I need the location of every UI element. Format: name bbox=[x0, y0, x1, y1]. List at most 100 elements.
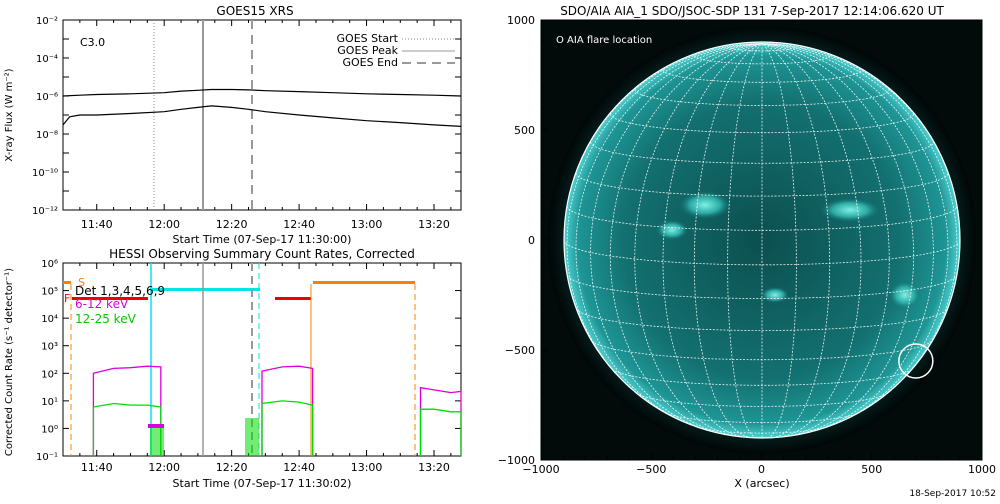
hessi-block-1 bbox=[148, 424, 164, 428]
goes-legend: GOES Start GOES Peak GOES End bbox=[337, 32, 455, 69]
goes-annotation: C3.0 bbox=[80, 36, 105, 49]
hessi-flag-f: F bbox=[64, 292, 70, 305]
aia-grid-longitude-line bbox=[761, 43, 934, 434]
aia-x-tick-label: 500 bbox=[861, 463, 882, 476]
aia-y-tick-label: 0 bbox=[528, 234, 535, 247]
aia-grid-longitude-line bbox=[761, 43, 960, 241]
goes-title: GOES15 XRS bbox=[216, 4, 293, 18]
hessi-flag-s: S bbox=[78, 276, 85, 289]
hessi-block-3 bbox=[245, 418, 259, 456]
hessi-series-2-segment-2 bbox=[261, 400, 314, 456]
hessi-series-2-segment-1 bbox=[92, 402, 162, 456]
aia-y-tick-label: 1000 bbox=[507, 14, 535, 27]
aia-y-tick-label: −500 bbox=[505, 344, 535, 357]
hessi-series-1-segment-3 bbox=[419, 386, 462, 456]
hessi-y-tick-label: 10⁶ bbox=[41, 259, 58, 270]
hessi-legend-low: 6-12 keV bbox=[75, 297, 129, 311]
goes-legend-peak: GOES Peak bbox=[337, 44, 398, 57]
goes-x-tick-label: 13:20 bbox=[418, 218, 450, 231]
hessi-title: HESSI Observing Summary Count Rates, Cor… bbox=[109, 247, 415, 261]
hessi-y-tick-label: 10² bbox=[41, 369, 58, 380]
goes-panel: GOES15 XRS 10⁻¹² 10⁻¹⁰ 10⁻⁸ 10⁻⁶ 10⁻⁴ 10⁻² 11… bbox=[4, 4, 462, 246]
aia-limb bbox=[563, 41, 961, 439]
hessi-panel: HESSI Observing Summary Count Rates, Cor… bbox=[4, 247, 462, 490]
goes-x-tick-label: 12:00 bbox=[148, 218, 180, 231]
aia-heliographic-grid bbox=[564, 43, 960, 438]
aia-panel: SDO/AIA AIA_1 SDO/JSOC-SDP 131 7-Sep-201… bbox=[498, 4, 996, 490]
goes-x-tick-label: 12:40 bbox=[283, 218, 315, 231]
hessi-y-tick-label: 10⁴ bbox=[41, 314, 58, 325]
aia-grid-longitude-line bbox=[761, 43, 797, 438]
aia-grid-longitude-line bbox=[634, 43, 763, 437]
goes-series-group bbox=[62, 88, 462, 127]
aia-grid-longitude-line bbox=[761, 43, 890, 437]
aia-active-regions bbox=[656, 191, 921, 309]
goes-y-tick-label: 10⁻¹⁰ bbox=[32, 168, 58, 179]
hessi-x-tick-label: 12:00 bbox=[148, 461, 180, 474]
aia-grid-longitude-line bbox=[575, 43, 763, 427]
aia-x-tick-label: 1000 bbox=[968, 463, 996, 476]
hessi-series-2-segment-3 bbox=[419, 408, 462, 456]
aia-grid-latitude-line bbox=[575, 308, 949, 331]
aia-active-region-2 bbox=[656, 220, 688, 240]
goes-legend-end: GOES End bbox=[342, 56, 398, 69]
aia-grid-latitude-line bbox=[566, 275, 958, 300]
aia-grid-latitude-line bbox=[634, 89, 890, 106]
goes-x-tick-label: 13:00 bbox=[351, 218, 383, 231]
aia-xlabel: X (arcsec) bbox=[734, 477, 789, 490]
hessi-y-tick-label: 10⁰ bbox=[41, 424, 58, 435]
goes-series-line-1 bbox=[62, 88, 462, 97]
aia-y-tick-label: 500 bbox=[514, 124, 535, 137]
goes-x-axis: 11:40 12:00 12:20 12:40 13:00 13:20 bbox=[62, 20, 452, 231]
hessi-x-tick-label: 13:20 bbox=[418, 461, 450, 474]
aia-active-region-5 bbox=[761, 287, 789, 303]
hessi-y-tick-label: 10⁵ bbox=[41, 287, 58, 298]
footer-timestamp: 18-Sep-2017 10:52 bbox=[909, 489, 996, 499]
hessi-block-2 bbox=[150, 428, 164, 456]
aia-y-tick-label: −1000 bbox=[498, 454, 535, 467]
aia-x-axis: −1000 −500 0 500 1000 bbox=[522, 453, 996, 476]
hessi-night-bar bbox=[152, 288, 260, 291]
goes-y-tick-label: 10⁻⁸ bbox=[36, 130, 58, 141]
aia-grid-longitude-line bbox=[761, 43, 862, 438]
aia-grid-longitude-line bbox=[662, 43, 763, 438]
goes-ylabel: X-ray Flux (W m⁻²) bbox=[4, 68, 15, 161]
aia-y-axis: −1000 −500 0 500 1000 bbox=[498, 14, 548, 467]
aia-x-tick-label: −500 bbox=[636, 463, 666, 476]
goes-y-tick-label: 10⁻⁴ bbox=[36, 54, 58, 65]
hessi-series-1-segment-2 bbox=[261, 365, 314, 456]
hessi-y-axis: 10⁻¹ 10⁰ 10¹ 10² 10³ 10⁴ 10⁵ 10⁶ bbox=[36, 259, 461, 463]
hessi-series-1-segment-1 bbox=[92, 365, 162, 456]
hessi-y-tick-label: 10¹ bbox=[41, 397, 58, 408]
hessi-y-tick-label: 10³ bbox=[41, 342, 58, 353]
aia-grid-longitude-line bbox=[761, 43, 831, 438]
aia-active-region-4 bbox=[889, 281, 921, 309]
aia-legend: O AIA flare location bbox=[556, 35, 652, 46]
hessi-xlabel: Start Time (07-Sep-17 11:30:02) bbox=[173, 477, 352, 490]
goes-y-tick-label: 10⁻² bbox=[36, 16, 58, 27]
goes-legend-start: GOES Start bbox=[337, 32, 399, 45]
hessi-x-axis: 11:40 12:00 12:20 12:40 13:00 13:20 bbox=[62, 263, 452, 474]
goes-plot-frame bbox=[62, 19, 462, 211]
goes-series-line-2 bbox=[62, 105, 462, 127]
hessi-flare-bar-1 bbox=[72, 297, 148, 300]
hessi-saa-bar-1 bbox=[63, 281, 71, 284]
hessi-series-group bbox=[92, 365, 462, 456]
aia-x-tick-label: 0 bbox=[758, 463, 765, 476]
goes-x-tick-label: 11:40 bbox=[81, 218, 113, 231]
aia-title: SDO/AIA AIA_1 SDO/JSOC-SDP 131 7-Sep-201… bbox=[560, 4, 944, 18]
hessi-x-tick-label: 12:20 bbox=[216, 461, 248, 474]
goes-x-tick-label: 12:20 bbox=[216, 218, 248, 231]
aia-grid-longitude-line bbox=[590, 43, 763, 434]
aia-grid-longitude-line bbox=[727, 43, 763, 438]
aia-active-region-1 bbox=[679, 191, 731, 219]
aia-flare-location-circle bbox=[898, 343, 934, 379]
hessi-x-tick-label: 12:40 bbox=[283, 461, 315, 474]
hessi-saa-bar-2 bbox=[313, 281, 415, 284]
goes-y-tick-label: 10⁻¹² bbox=[32, 206, 58, 217]
aia-grid-longitude-line bbox=[693, 43, 763, 438]
hessi-ylabel: Corrected Count Rate (s⁻¹ detector⁻¹) bbox=[4, 268, 15, 456]
goes-xlabel: Start Time (07-Sep-17 11:30:00) bbox=[173, 233, 352, 246]
